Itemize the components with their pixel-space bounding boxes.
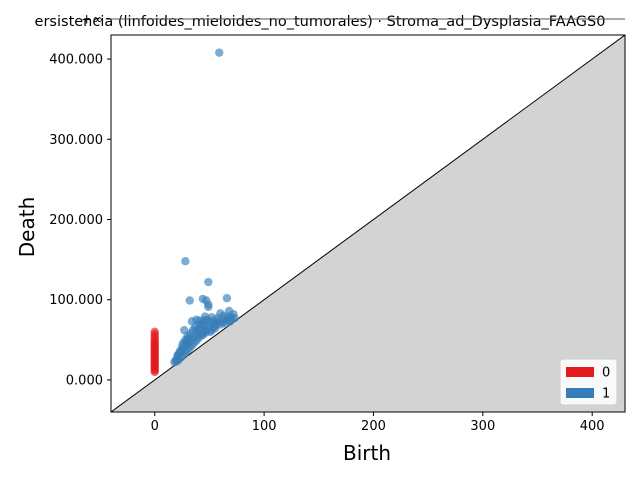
y-tick-label: 400.000 xyxy=(49,53,103,68)
y-tick-label: 300.000 xyxy=(49,133,103,148)
legend-swatch-0 xyxy=(566,367,594,377)
chart-title: ersistencia (linfoides_mieloides_no_tumo… xyxy=(35,14,606,30)
legend-label-0: 0 xyxy=(602,366,610,381)
x-tick-label: 0 xyxy=(151,419,159,434)
x-axis-label: Birth xyxy=(343,441,391,465)
point-series-1 xyxy=(204,302,213,312)
point-series-1 xyxy=(212,313,222,323)
point-series-1 xyxy=(204,277,213,287)
point-series-1 xyxy=(215,48,224,57)
plot-frame xyxy=(110,34,626,413)
point-series-1 xyxy=(222,293,232,303)
point-series-1 xyxy=(193,325,202,334)
legend-swatch-1 xyxy=(566,388,594,398)
point-series-1 xyxy=(185,296,194,305)
x-tick-label: 200 xyxy=(361,419,386,434)
y-tick-label: 200.000 xyxy=(49,213,103,228)
y-axis-label: Death xyxy=(15,197,39,257)
legend-label-1: 1 xyxy=(602,387,610,402)
point-series-1 xyxy=(181,257,190,266)
diagonal-line xyxy=(111,35,625,412)
y-tick-label-infinity: +∞ xyxy=(81,12,103,27)
y-tick-label: 0.000 xyxy=(66,373,103,388)
point-series-0 xyxy=(150,367,159,377)
point-series-1 xyxy=(173,350,182,360)
x-tick-label: 300 xyxy=(470,419,495,434)
x-tick-label: 100 xyxy=(252,419,277,434)
x-tick-label: 400 xyxy=(580,419,605,434)
y-tick-label: 100.000 xyxy=(49,293,103,308)
point-series-1 xyxy=(230,313,239,323)
